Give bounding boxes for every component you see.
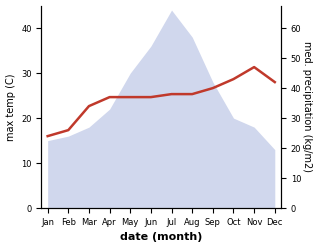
Y-axis label: med. precipitation (kg/m2): med. precipitation (kg/m2) xyxy=(302,41,313,172)
Y-axis label: max temp (C): max temp (C) xyxy=(5,73,16,141)
X-axis label: date (month): date (month) xyxy=(120,232,203,243)
